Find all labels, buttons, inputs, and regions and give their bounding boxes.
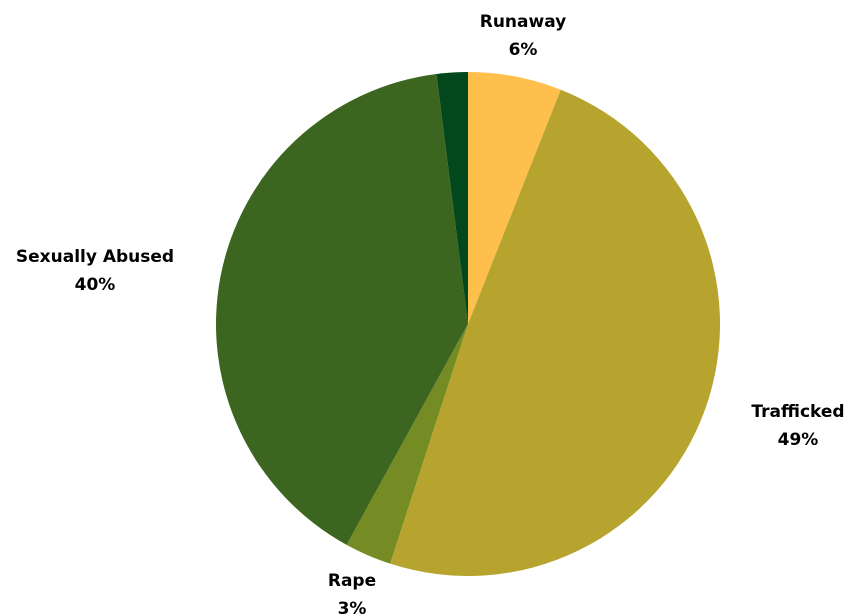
slice-value-label: 6% <box>509 40 538 60</box>
pie-label-trafficked: Trafficked 49% <box>751 402 844 450</box>
slice-category-label: Runaway <box>480 12 567 32</box>
slice-value-label: 40% <box>75 275 116 295</box>
pie-slices <box>216 72 721 577</box>
slice-category-label: Rape <box>328 571 376 591</box>
pie-labels: Runaway 6% Trafficked 49% Rape 3% Sexually Abu… <box>16 12 845 615</box>
slice-value-label: 3% <box>338 599 367 615</box>
pie-slice-runaway <box>468 72 561 324</box>
pie-slice-unlabeled-4 <box>436 72 468 324</box>
pie-label-rape: Rape 3% <box>328 571 376 615</box>
slice-value-label: 49% <box>778 430 819 450</box>
pie-slice-sexually-abused <box>216 73 468 545</box>
slice-category-label: Trafficked <box>751 402 844 422</box>
pie-label-runaway: Runaway 6% <box>480 12 567 60</box>
slice-category-label: Sexually Abused <box>16 247 174 267</box>
pie-slice-rape <box>346 324 468 564</box>
pie-slice-trafficked <box>390 89 721 577</box>
pie-label-sexually-abused: Sexually Abused 40% <box>16 247 174 295</box>
